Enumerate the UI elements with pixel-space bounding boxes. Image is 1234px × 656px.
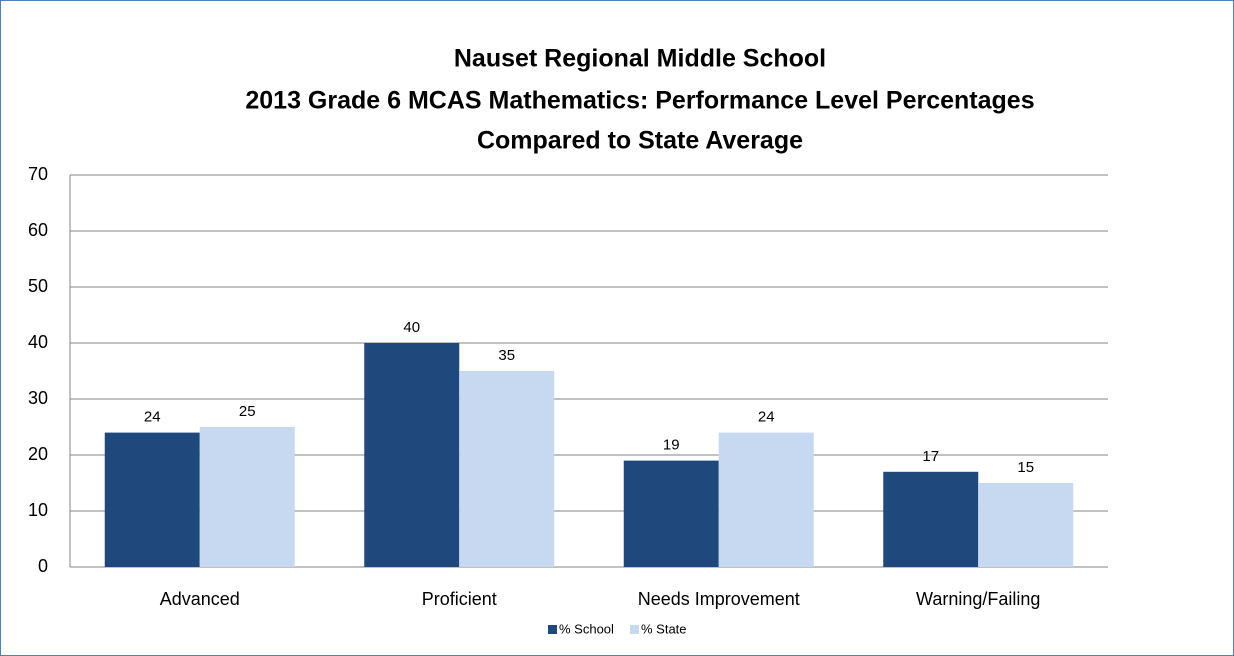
legend-label: % School — [559, 621, 614, 636]
chart-title: Nauset Regional Middle School — [454, 45, 826, 73]
data-label: 17 — [922, 448, 939, 465]
bar — [978, 483, 1074, 567]
bar — [883, 471, 979, 567]
x-tick-label: Proficient — [422, 589, 497, 609]
bar — [718, 432, 814, 567]
bar — [459, 371, 555, 567]
y-tick-label: 40 — [28, 332, 48, 352]
bar — [364, 343, 460, 567]
x-tick-label: Needs Improvement — [638, 589, 800, 609]
data-label: 40 — [403, 319, 420, 336]
data-label: 35 — [498, 347, 515, 364]
legend-label: % State — [641, 621, 687, 636]
y-tick-label: 30 — [28, 388, 48, 408]
x-tick-label: Warning/Failing — [916, 589, 1040, 609]
y-tick-label: 20 — [28, 444, 48, 464]
data-label: 19 — [663, 437, 680, 454]
bar — [623, 460, 719, 567]
data-label: 24 — [758, 409, 775, 426]
legend-swatch — [630, 625, 639, 634]
chart-title: Compared to State Average — [477, 127, 803, 155]
data-label: 25 — [239, 403, 256, 420]
data-label: 24 — [144, 409, 161, 426]
x-tick-label: Advanced — [160, 589, 240, 609]
chart-title: 2013 Grade 6 MCAS Mathematics: Performan… — [245, 87, 1034, 115]
y-tick-label: 60 — [28, 220, 48, 240]
y-tick-label: 70 — [28, 164, 48, 184]
bar — [199, 427, 295, 567]
legend-swatch — [548, 625, 557, 634]
bar — [104, 432, 200, 567]
data-label: 15 — [1017, 459, 1034, 476]
y-tick-label: 10 — [28, 500, 48, 520]
y-tick-label: 50 — [28, 276, 48, 296]
y-tick-label: 0 — [38, 556, 48, 576]
